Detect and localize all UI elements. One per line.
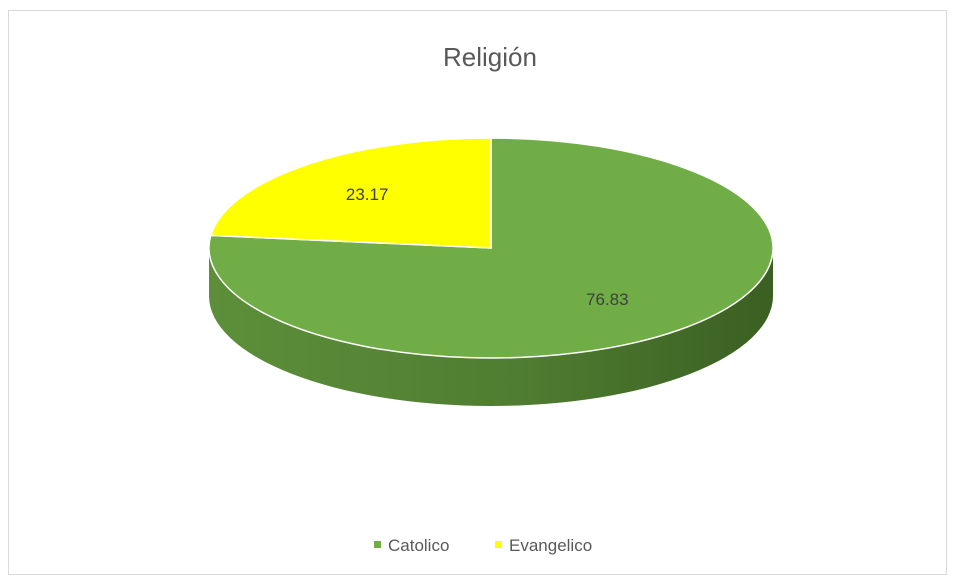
data-label-evangelico: 23.17 [346,185,389,204]
legend-swatch-catolico [374,541,381,548]
data-label-catolico: 76.83 [586,290,629,309]
legend-label-evangelico: Evangelico [509,536,592,555]
pie-slice-evangelico [209,137,492,249]
pie-data-labels: 76.83 23.17 [346,185,629,309]
pie-side-catolico [209,248,773,406]
pie-side [209,248,773,406]
legend-swatch-evangelico [495,541,502,548]
legend-label-catolico: Catolico [388,536,449,555]
legend: Catolico Evangelico [374,536,592,555]
pie-top [208,137,774,359]
chart-title: Religión [443,42,537,72]
